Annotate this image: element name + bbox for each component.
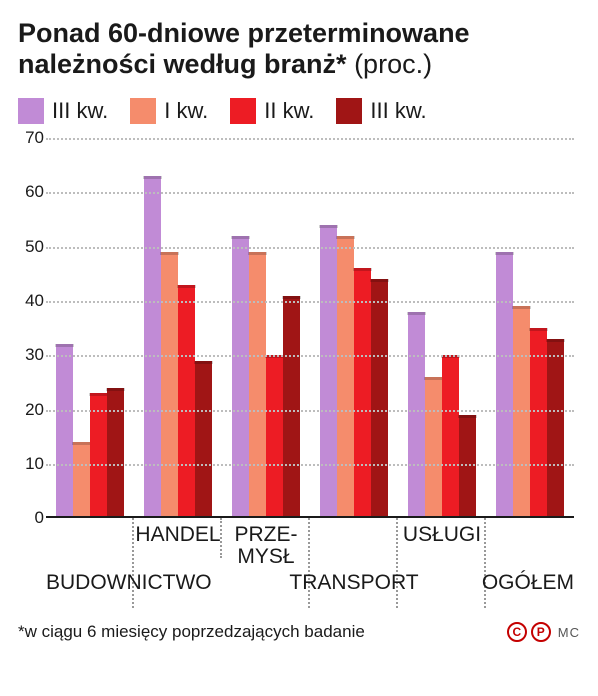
y-axis-labels: 010203040506070: [18, 138, 44, 518]
bar: [90, 393, 107, 518]
footnote-text: *w ciągu 6 miesięcy poprzedzających bada…: [18, 622, 365, 642]
legend-item: III kw.: [336, 98, 426, 124]
chart-title: Ponad 60-dniowe przeterminowane należnoś…: [18, 18, 580, 80]
bar-group: [46, 138, 134, 518]
bar: [547, 339, 564, 518]
bar: [283, 296, 300, 519]
bar: [371, 279, 388, 518]
bar: [459, 415, 476, 518]
bar-group: [222, 138, 310, 518]
legend-swatch: [230, 98, 256, 124]
bar: [107, 388, 124, 518]
gridline: [46, 355, 574, 357]
bar: [195, 361, 212, 518]
legend-item: II kw.: [230, 98, 314, 124]
y-tick-label: 10: [25, 454, 44, 474]
bar: [496, 252, 513, 518]
x-tick-label: TRANSPORT: [289, 572, 418, 594]
legend-swatch: [18, 98, 44, 124]
bar: [513, 306, 530, 518]
y-tick-label: 30: [25, 345, 44, 365]
gridline: [46, 301, 574, 303]
bar: [354, 268, 371, 518]
x-tick-label: PRZE- MYSŁ: [235, 524, 298, 568]
bar: [56, 344, 73, 518]
bar-group: [310, 138, 398, 518]
bar: [320, 225, 337, 518]
bar: [425, 377, 442, 518]
y-tick-label: 40: [25, 291, 44, 311]
author-initials: MC: [558, 625, 580, 640]
copyright-c-icon: C: [507, 622, 527, 642]
gridline: [46, 192, 574, 194]
bar: [144, 176, 161, 518]
chart: 010203040506070: [46, 138, 574, 518]
gridline: [46, 464, 574, 466]
legend-swatch: [336, 98, 362, 124]
bar-group: [134, 138, 222, 518]
x-tick-label: USŁUGI: [403, 524, 481, 546]
bar: [178, 285, 195, 518]
y-tick-label: 50: [25, 237, 44, 257]
plot-area: [46, 138, 574, 518]
legend-item: III kw.: [18, 98, 108, 124]
legend-swatch: [130, 98, 156, 124]
y-tick-label: 60: [25, 182, 44, 202]
bar: [266, 355, 283, 518]
y-tick-label: 0: [35, 508, 44, 528]
title-light: (proc.): [347, 49, 433, 79]
legend-label: III kw.: [370, 98, 426, 124]
y-tick-label: 20: [25, 400, 44, 420]
copyright-p-icon: P: [531, 622, 551, 642]
bar-group: [486, 138, 574, 518]
bar: [232, 236, 249, 518]
y-tick-label: 70: [25, 128, 44, 148]
x-tick-label: HANDEL: [135, 524, 220, 546]
legend-label: II kw.: [264, 98, 314, 124]
bar: [408, 312, 425, 518]
legend: III kw. I kw. II kw. III kw.: [18, 98, 580, 124]
gridline: [46, 138, 574, 140]
legend-label: III kw.: [52, 98, 108, 124]
source-marks: C P MC: [507, 622, 580, 642]
gridline: [46, 410, 574, 412]
bar-groups: [46, 138, 574, 518]
x-tick-label: OGÓŁEM: [482, 572, 574, 594]
bar: [337, 236, 354, 518]
legend-item: I kw.: [130, 98, 208, 124]
bar: [249, 252, 266, 518]
x-tick-label: BUDOWNICTWO: [46, 572, 212, 594]
footnote-row: *w ciągu 6 miesięcy poprzedzających bada…: [18, 622, 580, 642]
bar-group: [398, 138, 486, 518]
bar: [161, 252, 178, 518]
bar: [442, 355, 459, 518]
bar: [73, 442, 90, 518]
legend-label: I kw.: [164, 98, 208, 124]
x-axis-labels: BUDOWNICTWO HANDEL PRZE- MYSŁ TRANSPORT USŁU…: [46, 518, 574, 618]
gridline: [46, 247, 574, 249]
